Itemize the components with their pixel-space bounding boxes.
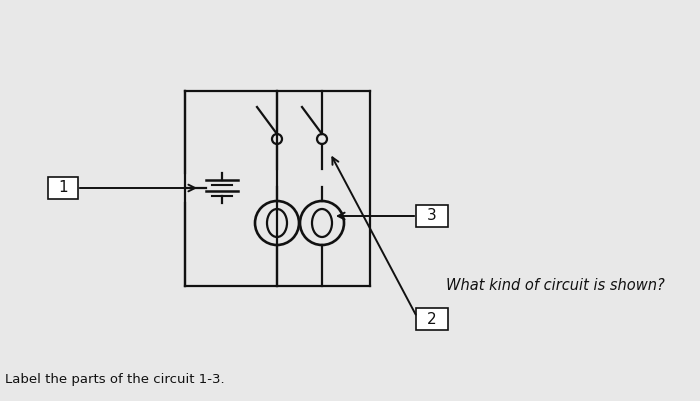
Text: 3: 3 (427, 209, 437, 223)
Text: Label the parts of the circuit 1-3.: Label the parts of the circuit 1-3. (5, 373, 225, 385)
FancyBboxPatch shape (48, 177, 78, 199)
Text: What kind of circuit is shown?: What kind of circuit is shown? (446, 279, 664, 294)
Text: 2: 2 (427, 312, 437, 326)
Text: 1: 1 (58, 180, 68, 196)
FancyBboxPatch shape (416, 308, 448, 330)
FancyBboxPatch shape (416, 205, 448, 227)
